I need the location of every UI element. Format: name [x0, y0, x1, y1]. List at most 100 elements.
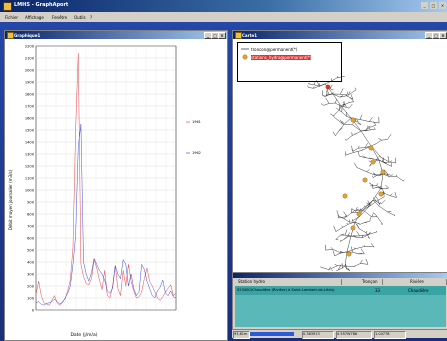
river-tributary	[323, 102, 342, 107]
river-tributary	[370, 139, 388, 147]
river-tributary	[340, 101, 354, 107]
river-tributary	[330, 247, 334, 250]
column-header-station[interactable]: Station hydro	[235, 279, 342, 285]
river-tributary	[359, 114, 363, 120]
app-title: LMHS - GraphAport	[14, 2, 69, 8]
river-tributary	[370, 242, 375, 248]
y-tick-label: 1700	[25, 104, 35, 108]
map-close-button[interactable]: ×	[439, 32, 447, 39]
river-tributary	[378, 159, 396, 164]
y-tick-label: 1400	[25, 140, 35, 144]
river-network-map[interactable]	[233, 76, 447, 271]
graph-window-titlebar: Graphique1 _ □ ×	[5, 31, 227, 39]
river-tributary	[331, 269, 333, 271]
y-tick-label: 2100	[25, 56, 35, 60]
river-tributary	[366, 169, 370, 172]
menu-affichage[interactable]: Affichage	[25, 15, 44, 20]
y-axis-label: Débit moyen journalier (m3/s)	[8, 169, 13, 230]
column-header-troncon-label: Tronçon	[362, 279, 378, 284]
y-tick-label: 1600	[25, 116, 35, 120]
station-marker[interactable]	[346, 251, 352, 257]
river-tributary	[332, 250, 335, 257]
series-line-1962	[35, 123, 177, 306]
river-tributary	[350, 231, 377, 237]
river-tributary	[325, 93, 327, 97]
status-scale-value: 1.04778	[375, 332, 390, 336]
legend-symbols	[241, 48, 249, 60]
menu-outils[interactable]: Outils	[74, 15, 86, 20]
app-close-icon[interactable]: ×	[439, 2, 446, 9]
river-tributary	[346, 246, 375, 253]
y-tick-label: 1200	[25, 164, 35, 168]
river-tributary	[340, 235, 352, 242]
river-tributary	[335, 265, 346, 271]
y-tick-label: 1500	[25, 128, 35, 132]
river-tributary	[351, 208, 356, 211]
cell-station: 023400(Chaudière (Rivière) à Saint-Lambe…	[237, 288, 335, 292]
river-tributary	[372, 187, 382, 189]
river-tributary	[354, 87, 357, 90]
river-tributary	[338, 264, 342, 270]
legend-item-stations[interactable]: stations_hydro@permanent(*)	[251, 55, 312, 60]
river-tributary	[387, 155, 390, 162]
menu-help[interactable]: ?	[90, 15, 93, 20]
table-row[interactable]: 023400(Chaudière (Rivière) à Saint-Lambe…	[235, 286, 446, 295]
status-y-value: 0.557W786	[337, 332, 358, 336]
station-marker[interactable]	[350, 225, 356, 231]
river-tributary	[380, 187, 389, 190]
river-tributary	[373, 121, 377, 126]
river-tributary	[382, 157, 385, 163]
station-marker[interactable]	[380, 169, 386, 175]
river-tributary	[354, 118, 357, 122]
river-tributary	[375, 156, 379, 162]
station-marker[interactable]	[370, 159, 376, 165]
y-tick-label: 600	[27, 236, 35, 240]
column-header-troncon[interactable]: Tronçon	[342, 279, 383, 285]
river-tributary	[344, 151, 347, 156]
station-marker[interactable]	[368, 145, 374, 151]
river-tributary	[365, 258, 369, 265]
y-tick-label: 200	[27, 284, 35, 288]
river-tributary	[324, 76, 343, 85]
station-marker[interactable]	[356, 211, 362, 217]
station-marker[interactable]	[350, 117, 356, 123]
station-marker[interactable]	[325, 84, 331, 90]
y-tick-label: 2000	[25, 68, 35, 72]
river-tributary	[353, 247, 356, 249]
river-tributary	[377, 200, 380, 204]
y-tick-label: 700	[27, 224, 35, 228]
y-tick-label: 900	[27, 200, 35, 204]
river-tributary	[335, 221, 356, 232]
status-bar: 93,81m 0.363913 0.557W786 1.04778	[232, 330, 447, 339]
river-tributary	[348, 103, 353, 109]
river-tributary	[372, 197, 377, 202]
status-x-value: 0.363913	[303, 332, 320, 336]
app-maximize-button[interactable]: □	[430, 2, 437, 9]
river-tributary	[344, 265, 350, 271]
station-marker[interactable]	[362, 177, 368, 183]
river-tributary	[384, 169, 389, 175]
station-marker[interactable]	[378, 191, 384, 197]
column-header-riviere[interactable]: Rivière	[383, 279, 447, 285]
river-tributary	[394, 192, 397, 198]
river-tributary	[346, 91, 349, 96]
status-zoom-value: 93,81m	[234, 332, 248, 336]
river-tributary	[320, 265, 346, 270]
y-tick-label: 400	[27, 260, 35, 264]
legend-item-troncon[interactable]: troncon@permanent(*)	[251, 47, 298, 52]
river-tributary	[350, 234, 369, 238]
river-tributary	[382, 173, 404, 182]
menu-fichier[interactable]: Fichier	[5, 15, 19, 20]
app-icon	[3, 2, 12, 11]
app-titlebar: LMHS - GraphAport _ □ ×	[0, 0, 447, 12]
station-marker[interactable]	[342, 193, 348, 199]
river-tributary	[313, 82, 316, 85]
menu-fenetre[interactable]: Fenêtre	[52, 15, 68, 20]
river-tributary	[364, 142, 368, 148]
river-tributary	[375, 196, 379, 201]
river-tributary	[344, 263, 369, 267]
graph-close-button[interactable]: ×	[218, 32, 226, 39]
river-tributary	[368, 231, 371, 235]
river-tributary	[367, 125, 371, 131]
app-minimize-button[interactable]: _	[421, 2, 428, 9]
